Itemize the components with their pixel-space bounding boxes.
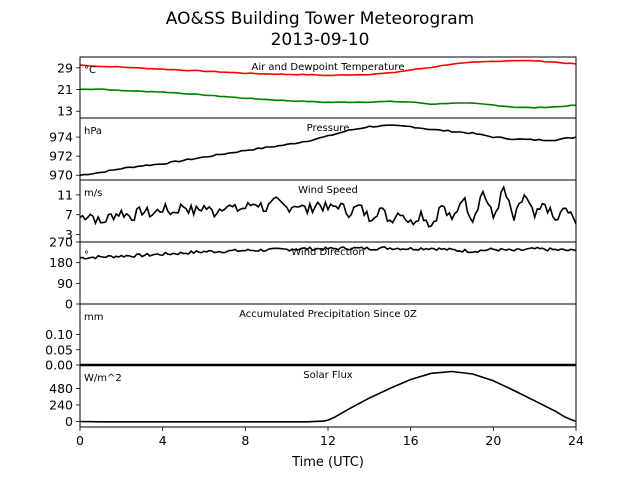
series-line-3-0 (79, 246, 577, 260)
x-tick-label-0: 0 (76, 433, 84, 448)
y-tick-label-3-2: 180 (49, 255, 73, 270)
panel-unit-5: W/m^2 (84, 373, 122, 384)
y-tick-label-1-2: 974 (49, 130, 73, 145)
x-tick-label-4: 16 (403, 433, 419, 448)
y-tick-label-0-2: 29 (57, 60, 73, 75)
series-line-2-0 (79, 185, 577, 228)
panel-2: 3 7 11 m/s Wind Speed (57, 179, 577, 243)
panel-unit-0: °C (84, 65, 96, 76)
y-tick-label-3-0: 0 (65, 297, 73, 312)
panel-unit-2: m/s (84, 188, 102, 199)
series-line-1-0 (79, 124, 577, 176)
y-tick-label-4-1: 0.05 (45, 342, 73, 357)
figure-subtitle: 2013-09-10 (271, 30, 370, 50)
panel-title-1: Pressure (307, 123, 350, 134)
panel-4: 0.000.050.10 mm Accumulated Precipitation … (45, 303, 577, 373)
figure-title: AO&SS Building Tower Meteorogram (166, 9, 474, 29)
x-tick-label-6: 24 (568, 433, 584, 448)
panel-title-0: Air and Dewpoint Temperature (252, 62, 405, 73)
x-axis-label: Time (UTC) (291, 455, 364, 470)
panel-3: 0 90 180 270 ° Wind Direction (49, 235, 577, 312)
panel-1: 970 972 974 hPa Pressure (49, 117, 577, 183)
y-tick-label-5-2: 480 (49, 381, 73, 396)
y-tick-label-4-2: 0.10 (45, 327, 73, 342)
series-line-0-1 (79, 88, 576, 109)
y-tick-label-1-1: 972 (49, 149, 73, 164)
panel-unit-1: hPa (84, 126, 102, 137)
y-tick-label-5-1: 240 (49, 397, 73, 412)
series-line-5-0 (79, 370, 577, 423)
panel-0: 13 21 29 °C Air and Dewpoint Temperature (57, 56, 577, 119)
panel-unit-4: mm (84, 312, 103, 323)
y-tick-label-2-0: 3 (65, 227, 73, 242)
y-tick-label-5-0: 0 (65, 414, 73, 429)
y-tick-label-0-1: 21 (57, 82, 73, 97)
x-tick-label-3: 12 (320, 433, 336, 448)
panel-unit-3: ° (84, 250, 89, 261)
y-tick-label-2-2: 11 (57, 187, 73, 202)
x-axis: 0 4 8 12 16 20 24 (76, 427, 584, 448)
panel-title-4: Accumulated Precipitation Since 0Z (239, 309, 417, 320)
panel-title-3: Wind Direction (291, 247, 365, 258)
x-tick-label-2: 8 (241, 433, 249, 448)
series-line-0-0 (79, 59, 577, 77)
y-tick-label-3-1: 90 (57, 276, 73, 291)
y-tick-label-0-0: 13 (57, 104, 73, 119)
y-tick-label-4-0: 0.00 (45, 358, 73, 373)
y-tick-label-1-0: 970 (49, 168, 73, 183)
panel-title-5: Solar Flux (303, 370, 353, 381)
x-tick-label-5: 20 (485, 433, 501, 448)
panel-title-2: Wind Speed (298, 185, 358, 196)
y-tick-label-3-3: 270 (49, 235, 73, 250)
x-tick-label-1: 4 (159, 433, 167, 448)
y-tick-label-2-1: 7 (65, 207, 73, 222)
